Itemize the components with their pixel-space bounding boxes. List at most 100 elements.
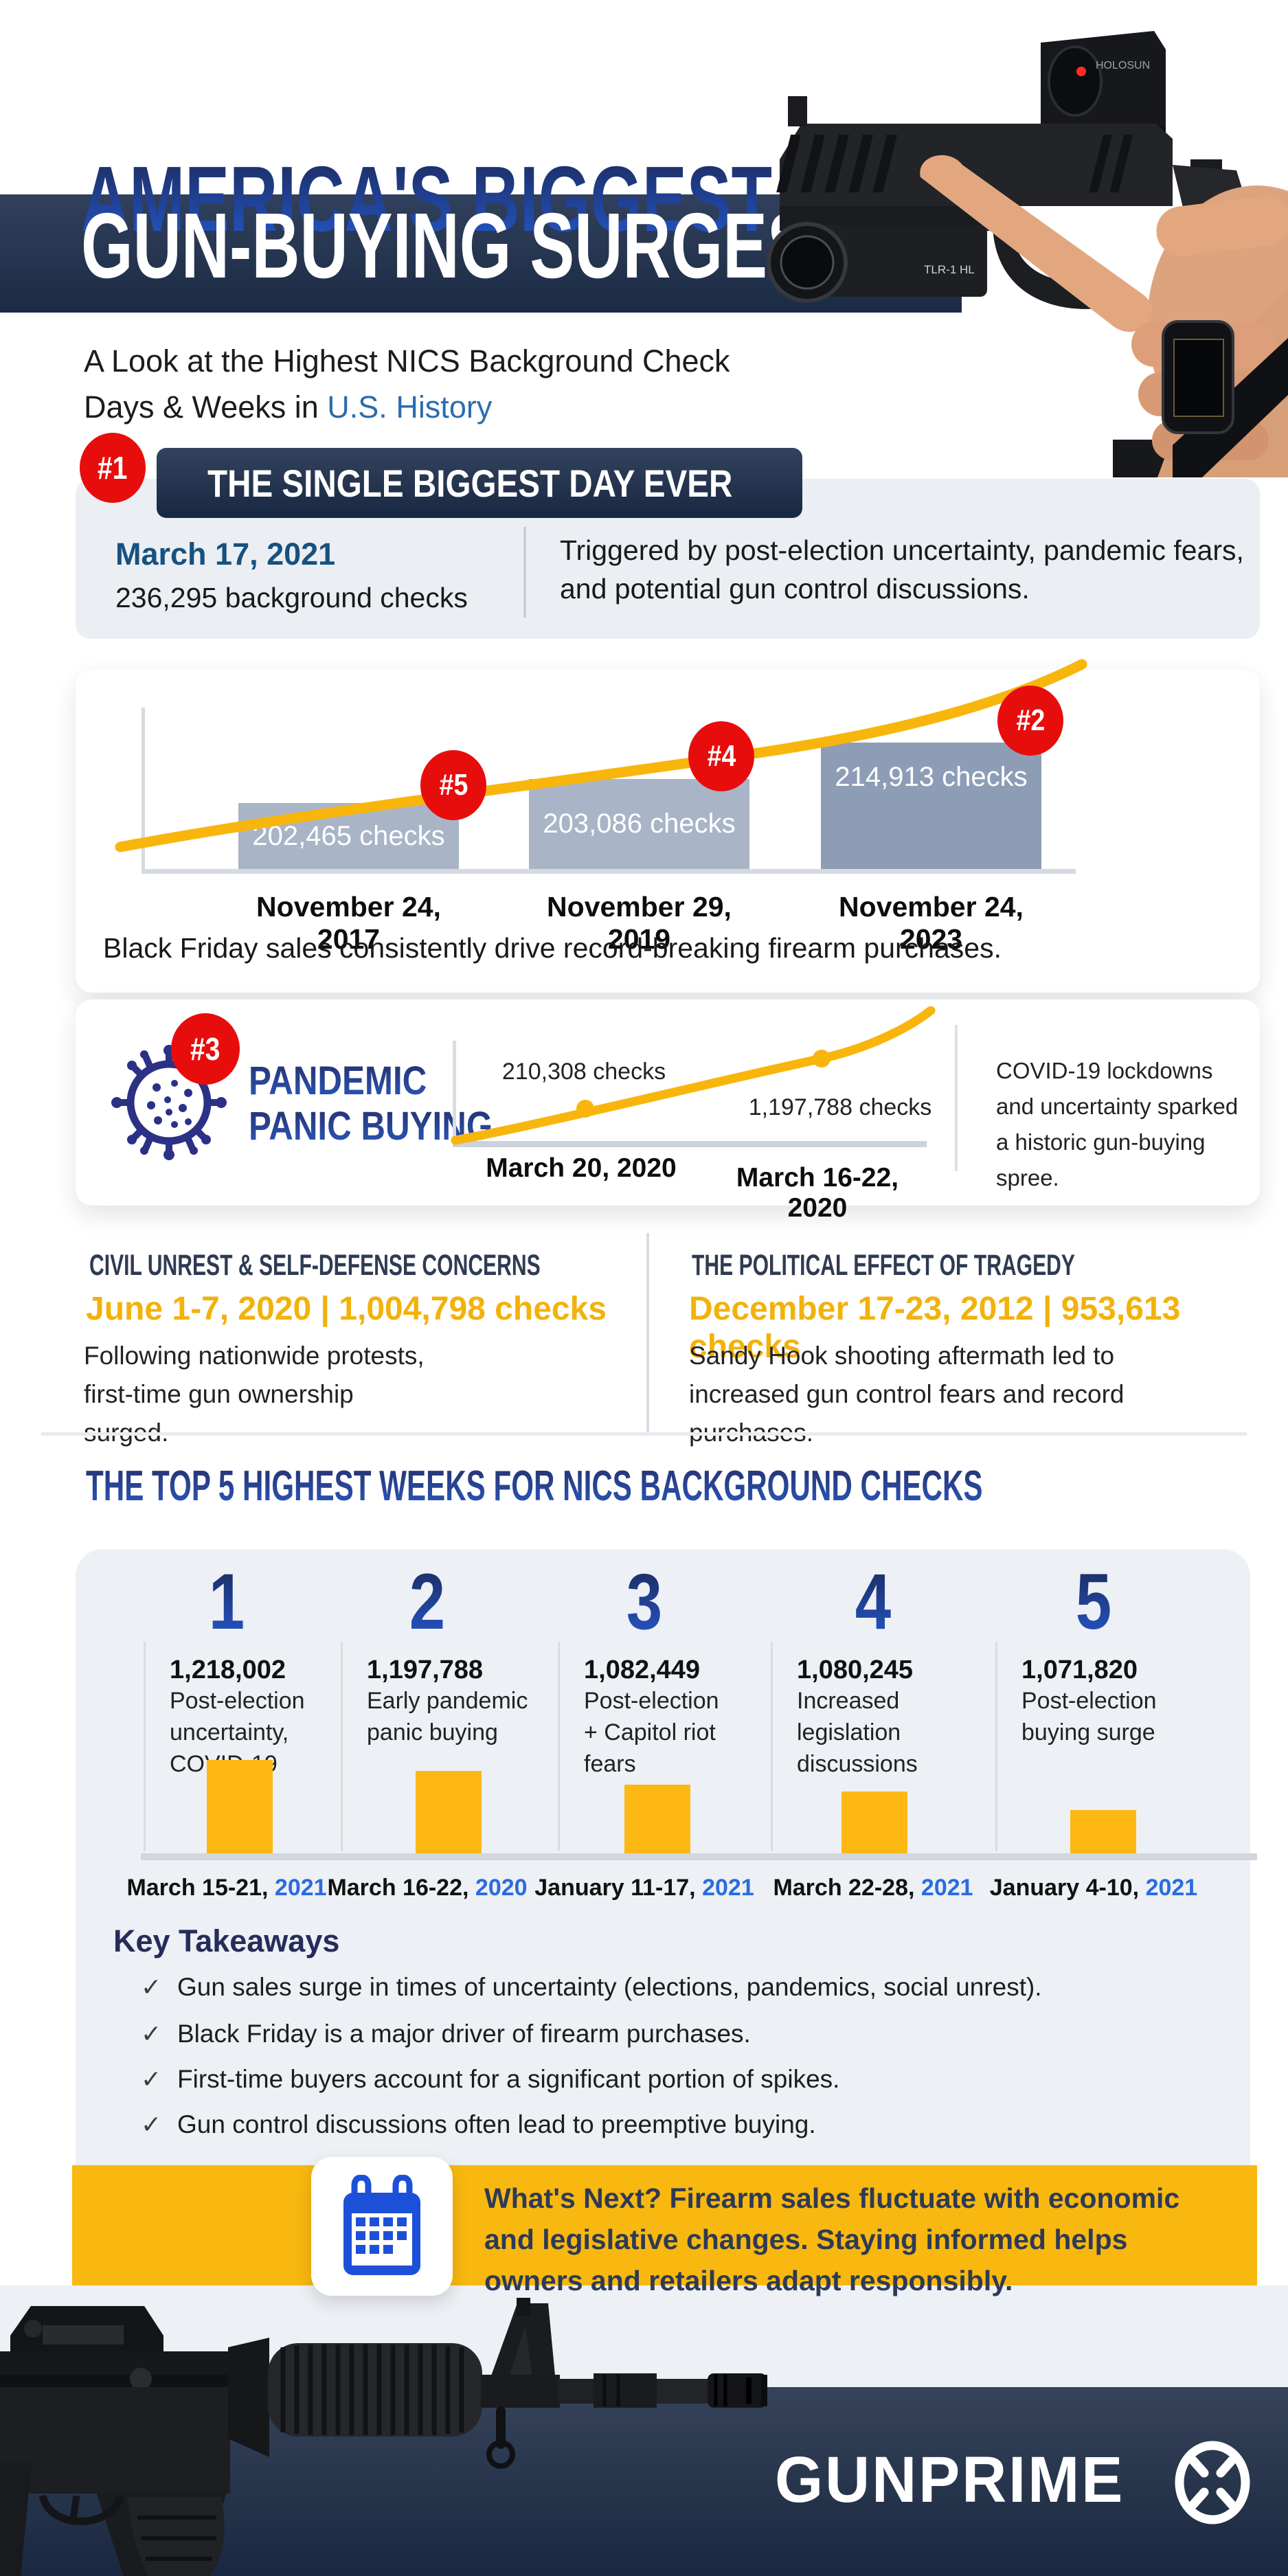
rank-badge-4: #4 [688,721,754,791]
bf-bar-2019: 203,086 checks [529,779,749,869]
biggest-day-banner: THE SINGLE BIGGEST DAY EVER [157,448,802,518]
black-friday-card: 202,465 checks 203,086 checks 214,913 ch… [76,659,1260,993]
top5-desc-3: Post-election + Capitol riot fears [584,1688,719,1777]
calendar-icon [343,2175,420,2275]
tragedy-stat: December 17-23, 2012 | 953,613 checks [689,1291,1181,1365]
pandemic-point1-label: 210,308 checks [501,1059,666,1085]
virus-icon [111,1045,227,1160]
top5-col-divider [341,1642,343,1851]
subtitle-line1: A Look at the Highest NICS Background Ch… [84,343,730,379]
page-subtitle: A Look at the Highest NICS Background Ch… [84,338,730,430]
two-col-divider [646,1233,649,1432]
civil-unrest-body: Following nationwide protests, first-tim… [84,1342,425,1447]
takeaway-item-1: Gun sales surge in times of uncertainty … [177,1973,1042,2001]
takeaway-item-3: First-time buyers account for a signific… [177,2065,840,2093]
check-icon: ✓ [141,2020,162,2048]
civil-unrest-title: CIVIL UNREST & SELF-DEFENSE CONCERNS [89,1249,541,1282]
takeaway-item-4: Gun control discussions often lead to pr… [177,2110,816,2138]
top5-value-5: 1,071,820 [1021,1656,1138,1684]
rank-badge-5: #5 [420,750,486,820]
optic-brand-label: HOLOSUN [1096,60,1150,71]
biggest-day-stat: 236,295 background checks [115,582,468,613]
brand-logo-icon [1171,2440,1254,2529]
top5-rank-5: 5 [1075,1558,1112,1646]
bf-caption: Black Friday sales consistently drive re… [103,932,1002,964]
biggest-day-date: March 17, 2021 [115,536,336,572]
top5-date-5: January 4-10, 2021 [989,1875,1198,1901]
top5-bar-4 [841,1792,907,1853]
pandemic-title: PANDEMIC PANIC BUYING [249,1059,493,1149]
top5-desc-2: Early pandemic panic buying [367,1688,528,1745]
bf-bar-label: 202,465 checks [252,820,445,851]
top5-col-divider [995,1642,997,1851]
top5-desc-4: Increased legislation discussions [797,1688,918,1777]
top5-date-3: January 11-17, 2021 [534,1875,754,1901]
top5-rank-2: 2 [409,1558,446,1646]
top5-col-divider [558,1642,560,1851]
top5-col-divider [144,1642,146,1851]
bf-bar-2023: 214,913 checks [821,743,1041,869]
top5-date-2: March 16-22, 2020 [327,1875,528,1901]
top5-date-1: March 15-21, 2021 [126,1875,327,1901]
bf-bar-label: 214,913 checks [835,762,1028,792]
top5-rank-1: 1 [208,1558,245,1646]
page-title-line2: GUN-BUYING SURGES [81,194,812,297]
top5-value-2: 1,197,788 [367,1656,484,1684]
tragedy-title: THE POLITICAL EFFECT OF TRAGEDY [692,1249,1075,1282]
bf-date-2019: November 29, 2019 [547,891,732,955]
top5-rank-3: 3 [626,1558,663,1646]
pistol-photo: HOLOSUN TLR-1 HL [752,0,1288,477]
bf-x-axis [142,869,1076,874]
biggest-day-banner-label: THE SINGLE BIGGEST DAY EVER [207,461,733,505]
top5-bar-5 [1070,1810,1136,1853]
us-history-link[interactable]: U.S. History [327,389,493,425]
calendar-card [311,2157,453,2296]
page-title-line1: AMERICA'S BIGGEST [81,147,772,251]
top5-bar-3 [624,1785,690,1853]
check-icon: ✓ [141,2110,162,2138]
top5-bar-2 [416,1771,482,1853]
pandemic-point1-date: March 20, 2020 [486,1153,677,1183]
top5-desc-5: Post-election buying surge [1021,1688,1157,1745]
rifle-photo-illustration [0,2298,767,2576]
top5-heading: THE TOP 5 HIGHEST WEEKS FOR NICS BACKGRO… [86,1462,983,1510]
pandemic-point2-label: 1,197,788 checks [748,1094,932,1120]
check-icon: ✓ [141,2065,162,2093]
check-icon: ✓ [141,1973,162,2001]
bf-y-axis [142,708,145,872]
subtitle-line2-prefix: Days & Weeks in [84,389,328,425]
bf-trend-line [115,659,1087,852]
pistol-photo-illustration: HOLOSUN TLR-1 HL [767,31,1288,477]
bf-bar-label: 203,086 checks [543,809,736,839]
whats-next-text: What's Next? Firearm sales fluctuate wit… [484,2182,1180,2296]
footer-brand-logo[interactable]: GUNPRIME [775,2443,1125,2516]
pandemic-description: COVID-19 lockdowns and uncertainty spark… [996,1058,1239,1190]
biggest-day-divider [523,527,526,618]
pandemic-divider [955,1025,958,1171]
bf-date-2023: November 24, 2023 [839,891,1024,955]
rank-badge-3: #3 [171,1013,240,1085]
takeaway-item-2: Black Friday is a major driver of firear… [177,2020,751,2048]
top5-baseline [141,1853,1257,1860]
top5-value-1: 1,218,002 [170,1656,286,1684]
pandemic-line-chart [451,1006,936,1147]
top5-value-3: 1,082,449 [584,1656,701,1684]
section-rule [41,1432,1247,1436]
top5-date-4: March 22-28, 2021 [773,1875,973,1901]
top5-value-4: 1,080,245 [797,1656,914,1684]
pandemic-point2-date: March 16-22, 2020 [736,1163,899,1223]
civil-unrest-stat: June 1-7, 2020 | 1,004,798 checks [86,1291,607,1327]
pandemic-card: #3 PANDEMIC PANIC BUYING 210,308 checks … [76,999,1260,1223]
rank-badge-2: #2 [997,686,1063,756]
top5-rank-4: 4 [855,1558,892,1646]
takeaways-heading: Key Takeaways [113,1923,340,1958]
biggest-day-description: Triggered by post-election uncertainty, … [560,534,1244,605]
rifle-photo [0,2298,773,2576]
light-brand-label: TLR-1 HL [924,263,975,276]
bf-date-2017: November 24, 2017 [256,891,441,955]
top5-col-divider [771,1642,773,1851]
whats-next-banner [72,2165,1257,2285]
tragedy-body: Sandy Hook shooting aftermath led to inc… [689,1342,1125,1447]
top5-bar-1 [207,1760,273,1853]
